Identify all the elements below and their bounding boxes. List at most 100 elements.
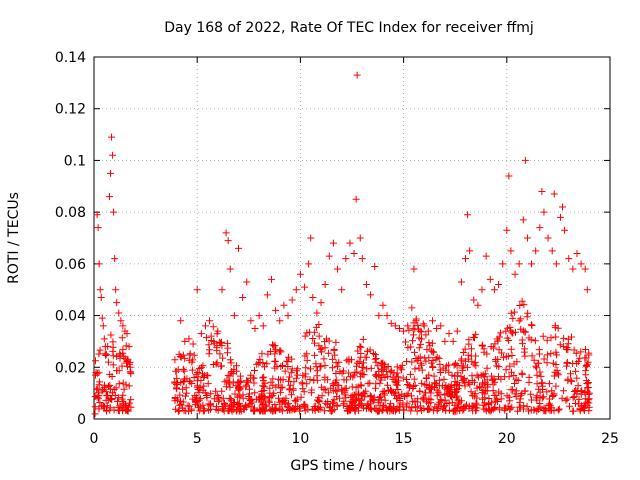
data-point <box>101 343 109 351</box>
data-point <box>548 247 556 255</box>
data-point <box>400 327 408 335</box>
data-point <box>113 299 121 307</box>
y-tick-label: 0.04 <box>55 309 86 325</box>
data-point <box>538 187 546 195</box>
data-point <box>532 247 540 255</box>
y-tick-label: 0.08 <box>55 205 86 221</box>
data-point <box>464 211 472 219</box>
data-point <box>499 260 507 268</box>
data-point <box>193 286 201 294</box>
grid-lines <box>94 57 610 419</box>
data-point <box>307 234 315 242</box>
data-point <box>288 296 296 304</box>
data-point <box>395 325 403 332</box>
data-point <box>556 213 564 221</box>
data-point <box>218 286 226 294</box>
data-point <box>247 317 255 325</box>
data-point <box>272 306 280 314</box>
data-point <box>234 244 242 252</box>
data-point <box>552 260 560 268</box>
y-tick-label: 0.02 <box>55 360 86 376</box>
data-point <box>358 255 366 263</box>
data-point <box>108 133 116 141</box>
data-point <box>102 350 110 358</box>
data-point <box>110 208 118 216</box>
data-point <box>367 291 375 299</box>
data-point <box>507 247 515 255</box>
data-point <box>115 309 123 317</box>
y-tick-label: 0.1 <box>64 153 86 169</box>
data-point <box>206 317 214 325</box>
data-point <box>565 255 573 263</box>
data-point <box>111 255 119 263</box>
data-point <box>350 250 358 258</box>
x-tick-label: 25 <box>601 431 619 447</box>
data-point <box>371 262 379 270</box>
data-point <box>305 260 313 268</box>
data-point <box>577 260 585 268</box>
data-point <box>177 317 185 325</box>
x-tick-label: 15 <box>395 431 413 447</box>
data-point <box>230 312 238 320</box>
data-point <box>226 265 234 273</box>
data-point <box>457 278 465 286</box>
axis-ticks: 0 5 10 15 20 25 0 0.02 0.04 0.06 0.08 0.1 0.12 0.14 <box>55 50 619 447</box>
y-tick-label: 0 <box>77 412 86 428</box>
data-point <box>292 286 300 294</box>
data-point <box>495 281 503 289</box>
data-point <box>404 322 412 330</box>
data-point <box>573 250 581 258</box>
data-point <box>583 286 591 294</box>
data-point <box>96 286 104 294</box>
data-point <box>356 234 364 242</box>
data-point <box>173 384 181 392</box>
data-point <box>268 275 276 283</box>
chart-title: Day 168 of 2022, Rate Of TEC Index for r… <box>164 20 534 36</box>
data-point <box>317 299 325 307</box>
x-axis-label: GPS time / hours <box>290 458 407 474</box>
data-point <box>387 319 395 327</box>
data-point <box>505 172 513 180</box>
data-point <box>210 337 218 345</box>
data-point <box>521 156 529 164</box>
y-tick-label: 0.14 <box>55 50 86 66</box>
data-point <box>353 71 361 79</box>
data-point <box>95 260 103 268</box>
data-point <box>342 255 350 263</box>
noise-band-layer <box>91 297 593 415</box>
data-point <box>329 239 337 247</box>
data-point <box>181 337 189 345</box>
data-point <box>519 216 527 224</box>
y-tick-label: 0.12 <box>55 102 86 118</box>
data-point <box>445 330 453 338</box>
data-point <box>391 322 399 330</box>
data-point <box>301 283 309 291</box>
data-point <box>410 265 418 273</box>
data-point <box>540 208 548 216</box>
dense-noise-band <box>91 297 593 415</box>
data-point <box>383 312 391 320</box>
data-point <box>420 322 428 330</box>
data-point <box>224 237 232 245</box>
data-point <box>126 363 134 371</box>
data-point <box>362 281 370 289</box>
data-point <box>569 265 577 273</box>
x-tick-label: 0 <box>90 431 99 447</box>
data-point <box>125 343 133 351</box>
data-point <box>280 301 288 309</box>
data-point <box>309 293 317 301</box>
data-point <box>470 296 478 304</box>
data-point <box>474 301 482 309</box>
data-point <box>408 304 416 312</box>
data-point <box>189 340 197 348</box>
data-point <box>338 286 346 294</box>
data-point <box>239 293 247 301</box>
data-point <box>107 169 115 177</box>
data-point <box>536 224 544 232</box>
data-point <box>201 322 209 330</box>
data-point <box>123 330 131 338</box>
data-point <box>449 337 457 345</box>
x-tick-label: 20 <box>498 431 516 447</box>
data-point <box>528 260 536 268</box>
